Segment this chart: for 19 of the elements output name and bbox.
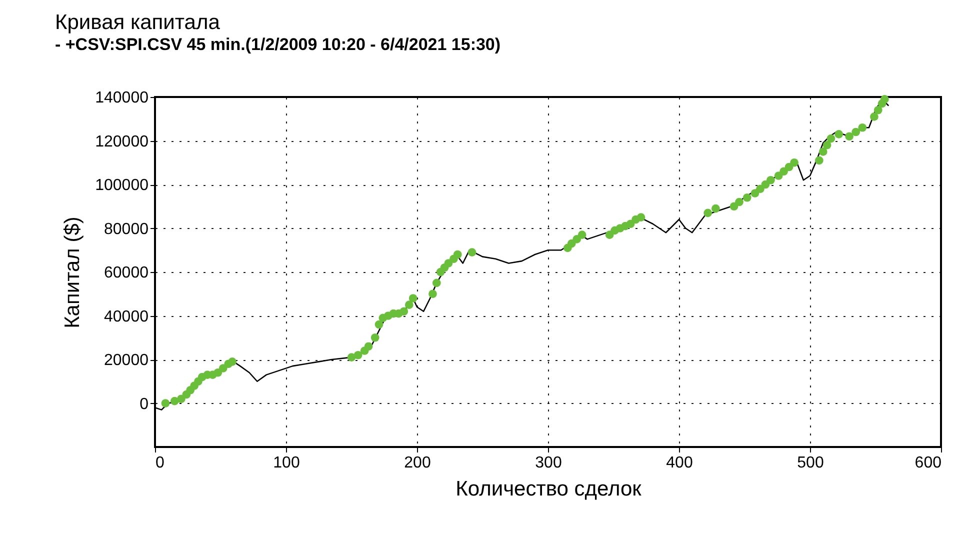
- x-tick-label: 300: [535, 454, 562, 472]
- chart-title: Кривая капитала: [55, 11, 220, 34]
- chart-subtitle: - +CSV:SPI.CSV 45 min.(1/2/2009 10:20 - 6/4/2021 15:30): [55, 35, 501, 54]
- x-axis-title: Количество сделок: [456, 478, 642, 500]
- x-tick-label: 500: [797, 454, 824, 472]
- y-tick-label: 60000: [104, 264, 149, 282]
- y-tick-label: 0: [140, 396, 149, 413]
- x-tick-label: 400: [666, 454, 693, 472]
- y-tick-label: 120000: [95, 133, 149, 150]
- x-tick-label: 100: [273, 454, 300, 472]
- y-tick-label: 20000: [104, 352, 149, 369]
- y-axis-title: Капитал ($): [61, 216, 84, 328]
- x-tick-label: 0: [156, 454, 164, 472]
- y-tick-label: 80000: [104, 220, 149, 238]
- x-tick-label: 600: [914, 454, 942, 472]
- x-tick-label: 200: [404, 454, 431, 472]
- y-tick-label: 140000: [95, 90, 149, 106]
- y-tick-label: 100000: [95, 177, 149, 194]
- y-tick-label: 40000: [104, 308, 149, 326]
